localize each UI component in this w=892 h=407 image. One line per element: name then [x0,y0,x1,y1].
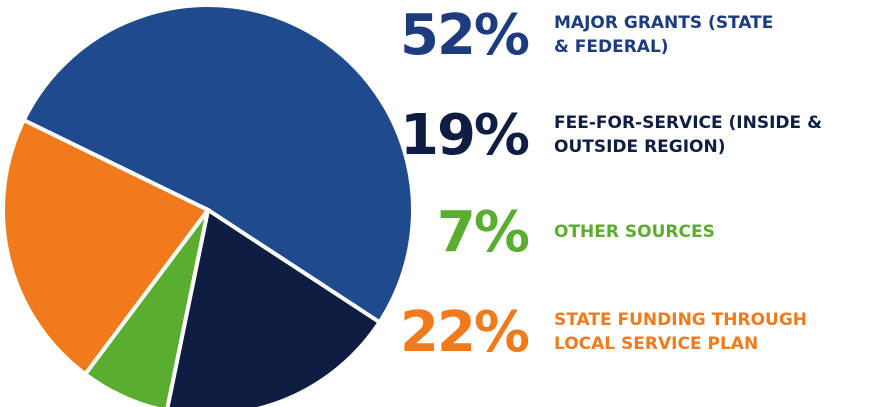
category-label: STATE FUNDING THROUGH LOCAL SERVICE PLAN [554,310,808,354]
pie-slice [165,206,383,407]
category-label: OTHER SOURCES [554,222,715,242]
percent-label: 52% [400,2,530,68]
pie-slice [1,117,212,377]
percent-label: 7% [436,199,530,265]
legend-row: 19% FEE-FOR-SERVICE (INSIDE & OUTSIDE REG… [400,95,890,175]
category-label: MAJOR GRANTS (STATE & FEDERAL) [554,13,774,57]
pie-slice [21,3,415,326]
legend-row: 22% STATE FUNDING THROUGH LOCAL SERVICE P… [400,292,890,372]
legend-row: 52% MAJOR GRANTS (STATE & FEDERAL) [400,0,890,75]
percent-label: 19% [400,102,530,168]
percent-label: 22% [400,299,530,365]
legend-row: 7% OTHER SOURCES [400,192,890,272]
category-label: FEE-FOR-SERVICE (INSIDE & OUTSIDE REGION… [554,113,822,157]
